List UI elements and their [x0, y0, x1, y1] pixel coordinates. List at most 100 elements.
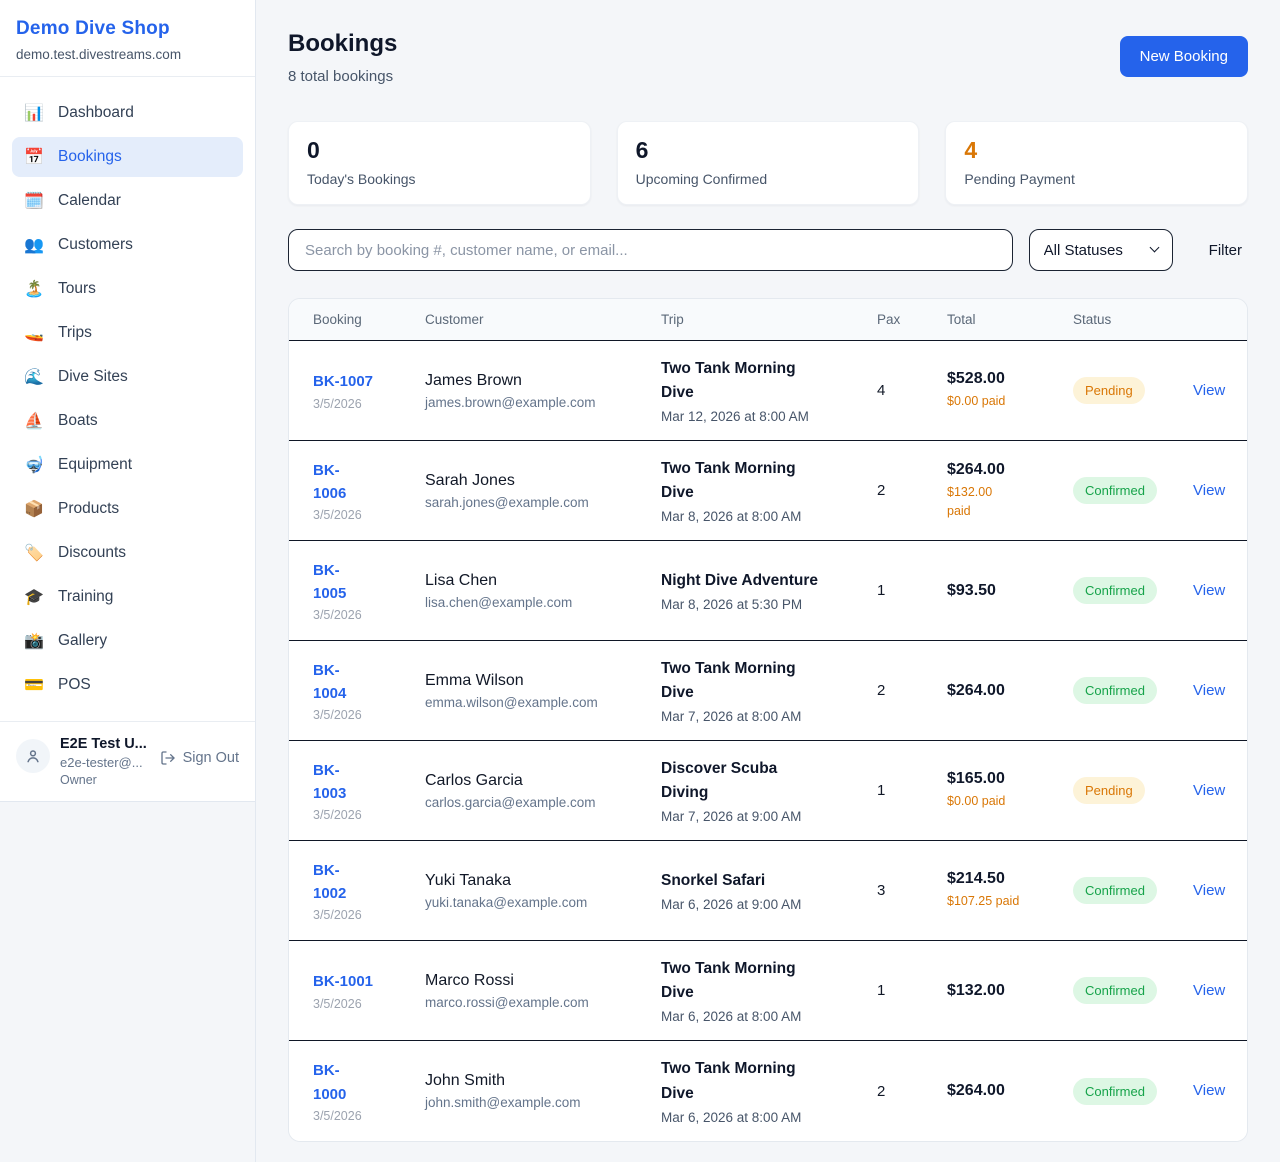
view-cell: View [1193, 881, 1247, 900]
customer-cell: Emma Wilson emma.wilson@example.com [425, 672, 661, 710]
booking-number-link[interactable]: BK- 1005 [313, 561, 347, 602]
trip-datetime: Mar 6, 2026 at 8:00 AM [661, 1109, 802, 1125]
page-header: Bookings 8 total bookings New Booking [288, 30, 1248, 85]
status-cell: Confirmed [1073, 677, 1193, 704]
total-bookings-count: 8 total bookings [288, 68, 394, 85]
trip-cell: Snorkel Safari Mar 6, 2026 at 9:00 AM [661, 869, 877, 912]
booking-cell: BK- 1005 3/5/2026 [313, 559, 425, 623]
customer-name: Yuki Tanaka [425, 871, 511, 889]
booking-number-link[interactable]: BK- 1000 [313, 1062, 347, 1103]
customer-cell: Marco Rossi marco.rossi@example.com [425, 972, 661, 1010]
stat-label: Today's Bookings [307, 171, 416, 187]
stat-card-pending-payment: 4 Pending Payment [945, 121, 1248, 205]
trip-cell: Two Tank Morning Dive Mar 6, 2026 at 8:0… [661, 957, 877, 1024]
stat-card-todays-bookings: 0 Today's Bookings [288, 121, 591, 205]
sidebar-item-label: Discounts [58, 544, 127, 561]
customer-name: Carlos Garcia [425, 771, 523, 789]
sidebar-item-equipment[interactable]: 🤿 Equipment [12, 445, 243, 485]
status-badge: Pending [1073, 777, 1145, 804]
sidebar-header: Demo Dive Shop demo.test.divestreams.com [0, 0, 255, 77]
customer-email: emma.wilson@example.com [425, 694, 598, 710]
total-amount: $264.00 [947, 1082, 1005, 1099]
view-link[interactable]: View [1193, 681, 1226, 699]
sidebar-item-label: Boats [58, 412, 98, 429]
island-icon: 🏝️ [24, 279, 44, 298]
sidebar-item-products[interactable]: 📦 Products [12, 489, 243, 529]
sidebar-item-training[interactable]: 🎓 Training [12, 577, 243, 617]
total-amount: $132.00 [947, 981, 1005, 999]
sidebar-item-label: POS [58, 676, 91, 693]
trip-name: Two Tank Morning Dive [661, 459, 796, 501]
sidebar-item-pos[interactable]: 💳 POS [12, 665, 243, 705]
sidebar-item-boats[interactable]: ⛵ Boats [12, 401, 243, 441]
view-cell: View [1193, 981, 1247, 1000]
tag-icon: 🏷️ [24, 543, 44, 562]
total-cell: $264.00 [947, 682, 1073, 700]
new-booking-button[interactable]: New Booking [1119, 36, 1248, 77]
trip-name: Two Tank Morning Dive [661, 959, 796, 1001]
status-badge: Confirmed [1073, 977, 1157, 1004]
view-link[interactable]: View [1193, 381, 1226, 399]
filter-button[interactable]: Filter [1203, 234, 1248, 267]
customer-cell: Sarah Jones sarah.jones@example.com [425, 472, 661, 510]
status-filter-select[interactable]: All Statuses [1028, 229, 1173, 271]
booking-number-link[interactable]: BK- 1006 [313, 461, 347, 502]
total-amount: $528.00 [947, 370, 1005, 388]
view-link[interactable]: View [1193, 781, 1226, 799]
view-link[interactable]: View [1193, 481, 1226, 499]
view-link[interactable]: View [1193, 981, 1226, 999]
pax-count: 1 [877, 782, 886, 799]
booking-number-link[interactable]: BK- 1002 [313, 861, 347, 902]
sidebar-item-label: Dashboard [58, 104, 134, 121]
status-cell: Pending [1073, 777, 1193, 804]
view-cell: View [1193, 581, 1247, 600]
total-cell: $264.00 [947, 1082, 1073, 1100]
customer-email: sarah.jones@example.com [425, 494, 589, 510]
view-link[interactable]: View [1193, 881, 1226, 899]
speedboat-icon: 🚤 [24, 323, 44, 342]
pax-count: 1 [877, 582, 886, 599]
search-input[interactable] [288, 229, 1013, 271]
booking-number-link[interactable]: BK- 1003 [313, 761, 347, 802]
sidebar-item-dashboard[interactable]: 📊 Dashboard [12, 93, 243, 133]
customer-email: yuki.tanaka@example.com [425, 894, 588, 910]
booking-number-link[interactable]: BK-1007 [313, 373, 374, 391]
sidebar-item-gallery[interactable]: 📸 Gallery [12, 621, 243, 661]
view-link[interactable]: View [1193, 581, 1226, 599]
booking-number-link[interactable]: BK-1001 [313, 973, 374, 991]
calendar-icon: 📅 [24, 147, 44, 166]
sidebar-item-dive-sites[interactable]: 🌊 Dive Sites [12, 357, 243, 397]
stats-cards: 0 Today's Bookings 6 Upcoming Confirmed … [288, 121, 1248, 205]
sidebar-item-customers[interactable]: 👥 Customers [12, 225, 243, 265]
stat-label: Upcoming Confirmed [635, 171, 768, 187]
sidebar-item-bookings[interactable]: 📅 Bookings [12, 137, 243, 177]
table-row: BK-1007 3/5/2026 James Brown james.brown… [289, 341, 1247, 441]
stat-card-upcoming-confirmed: 6 Upcoming Confirmed [616, 121, 920, 205]
trip-cell: Discover Scuba Diving Mar 7, 2026 at 9:0… [661, 757, 877, 824]
booking-number-link[interactable]: BK- 1004 [313, 661, 347, 702]
sidebar-item-calendar[interactable]: 🗓️ Calendar [12, 181, 243, 221]
shop-logo[interactable]: Demo Dive Shop [16, 18, 170, 39]
sign-out-button[interactable]: Sign Out [160, 750, 239, 766]
pax-count: 2 [877, 482, 886, 499]
user-email: e2e-tester@... [60, 755, 143, 770]
sidebar-item-discounts[interactable]: 🏷️ Discounts [12, 533, 243, 573]
logout-icon [160, 751, 175, 765]
spiral-calendar-icon: 🗓️ [24, 191, 44, 210]
sidebar-item-trips[interactable]: 🚤 Trips [12, 313, 243, 353]
people-icon: 👥 [24, 235, 44, 254]
status-badge: Confirmed [1073, 677, 1157, 704]
user-info: E2E Test U... e2e-tester@... Owner [60, 736, 150, 787]
total-amount: $264.00 [947, 460, 1005, 478]
booking-cell: BK- 1006 3/5/2026 [313, 459, 425, 523]
credit-card-icon: 💳 [24, 675, 44, 694]
table-row: BK- 1002 3/5/2026 Yuki Tanaka yuki.tanak… [289, 841, 1247, 941]
status-cell: Confirmed [1073, 477, 1193, 504]
trip-cell: Two Tank Morning Dive Mar 8, 2026 at 8:0… [661, 457, 877, 524]
sailboat-icon: ⛵ [24, 411, 44, 430]
view-link[interactable]: View [1193, 1082, 1226, 1099]
avatar [16, 739, 50, 773]
sidebar-item-tours[interactable]: 🏝️ Tours [12, 269, 243, 309]
status-badge: Confirmed [1073, 877, 1157, 904]
booking-cell: BK- 1003 3/5/2026 [313, 759, 425, 823]
